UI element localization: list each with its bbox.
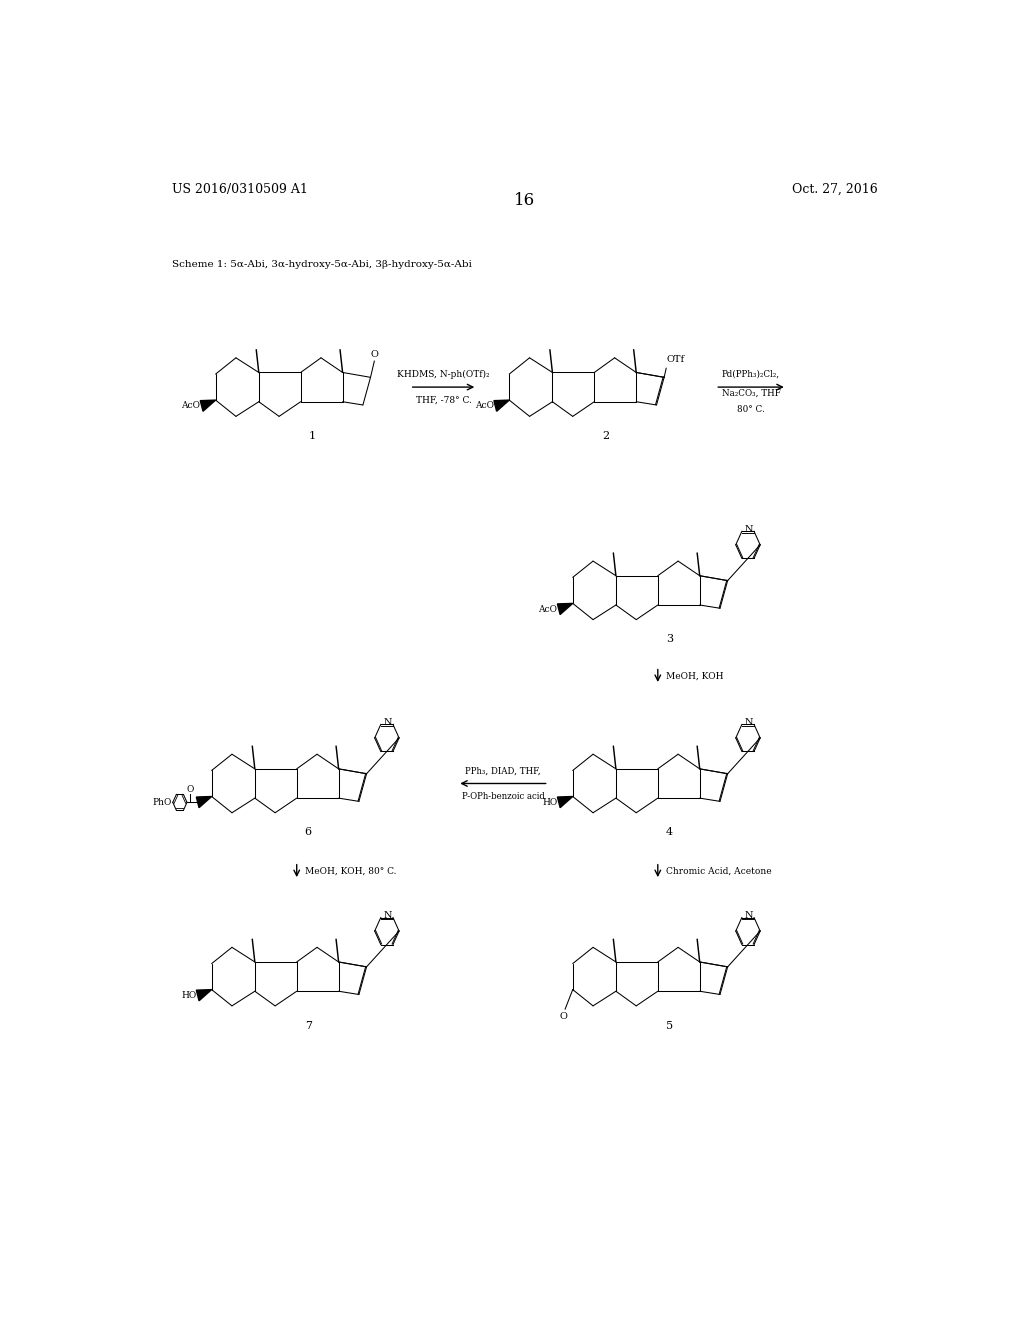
Text: N: N	[384, 718, 392, 727]
Text: 4: 4	[666, 828, 673, 837]
Text: 5: 5	[666, 1020, 673, 1031]
Text: PPh₃, DIAD, THF,: PPh₃, DIAD, THF,	[465, 767, 541, 775]
Text: Oct. 27, 2016: Oct. 27, 2016	[793, 182, 878, 195]
Text: N: N	[744, 525, 754, 535]
Text: HO: HO	[543, 797, 557, 807]
Text: OTf: OTf	[667, 355, 685, 364]
Text: 80° C.: 80° C.	[737, 405, 765, 414]
Text: O: O	[371, 350, 378, 359]
Text: O: O	[186, 784, 194, 793]
Text: 3: 3	[666, 635, 673, 644]
Polygon shape	[494, 400, 509, 412]
Text: 16: 16	[514, 191, 536, 209]
Text: Chromic Acid, Acetone: Chromic Acid, Acetone	[666, 866, 771, 875]
Text: O: O	[560, 1012, 567, 1022]
Text: N: N	[384, 911, 392, 920]
Text: KHDMS, N-ph(OTf)₂: KHDMS, N-ph(OTf)₂	[397, 370, 489, 379]
Text: AcO: AcO	[539, 605, 557, 614]
Text: AcO: AcO	[475, 401, 494, 411]
Polygon shape	[201, 400, 216, 412]
Text: HO: HO	[181, 991, 197, 1001]
Text: Pd(PPh₃)₂Cl₂,: Pd(PPh₃)₂Cl₂,	[722, 370, 780, 379]
Polygon shape	[557, 796, 572, 808]
Text: MeOH, KOH, 80° C.: MeOH, KOH, 80° C.	[305, 866, 396, 875]
Text: Na₂CO₃, THF: Na₂CO₃, THF	[722, 389, 780, 399]
Text: PhO: PhO	[153, 797, 172, 807]
Text: P-OPh-benzoic acid: P-OPh-benzoic acid	[462, 792, 545, 801]
Polygon shape	[197, 796, 212, 808]
Text: N: N	[744, 911, 754, 920]
Text: THF, -78° C.: THF, -78° C.	[416, 395, 471, 404]
Polygon shape	[197, 990, 212, 1001]
Text: 6: 6	[304, 828, 311, 837]
Text: N: N	[744, 718, 754, 727]
Text: Scheme 1: 5α-Abi, 3α-hydroxy-5α-Abi, 3β-hydroxy-5α-Abi: Scheme 1: 5α-Abi, 3α-hydroxy-5α-Abi, 3β-…	[172, 260, 471, 269]
Text: MeOH, KOH: MeOH, KOH	[666, 672, 723, 680]
Text: US 2016/0310509 A1: US 2016/0310509 A1	[172, 182, 307, 195]
Text: 2: 2	[602, 432, 609, 441]
Polygon shape	[557, 603, 572, 615]
Text: AcO: AcO	[181, 401, 201, 411]
Text: 7: 7	[305, 1020, 311, 1031]
Text: 1: 1	[308, 432, 315, 441]
